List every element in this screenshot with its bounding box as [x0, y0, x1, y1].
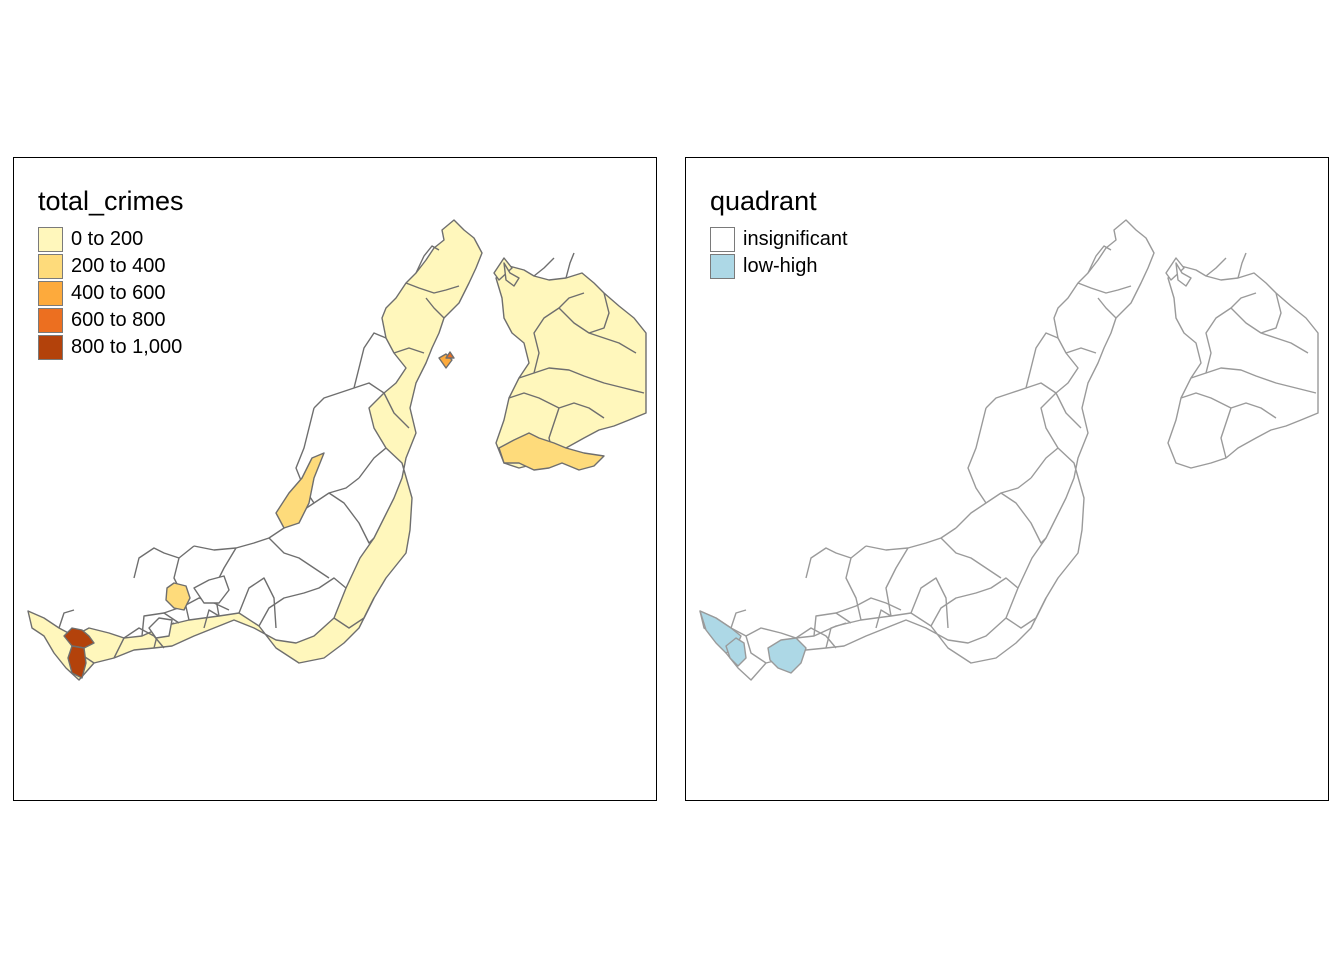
legend-item: low-high [710, 253, 848, 280]
region-200-400-east [275, 452, 325, 529]
legend-label: low-high [743, 255, 818, 277]
legend-item: 200 to 400 [38, 253, 184, 280]
legend-quadrant: quadrant insignificant low-high [710, 184, 848, 280]
choropleth-map-quadrant [699, 219, 1319, 681]
region-borneo-base [1167, 265, 1319, 469]
legend-label: 200 to 400 [71, 255, 166, 277]
region-peninsula-base [699, 219, 1155, 681]
legend-label: 0 to 200 [71, 228, 144, 250]
legend-swatch [710, 254, 735, 279]
legend-item: 600 to 800 [38, 307, 184, 334]
legend-title: total_crimes [38, 186, 184, 216]
region-600-800 [445, 351, 455, 359]
region-low-high-c [767, 637, 807, 674]
region-north-1 [1165, 257, 1185, 281]
region-200-400-borneo [498, 432, 605, 471]
region-800-1000-b [67, 645, 87, 679]
legend-label: 400 to 600 [71, 282, 166, 304]
legend-label: insignificant [743, 228, 848, 250]
legend-label: 800 to 1,000 [71, 336, 183, 358]
region-north-1 [493, 257, 513, 281]
legend-item: 800 to 1,000 [38, 334, 184, 361]
legend-swatch [38, 227, 63, 252]
legend-swatch [38, 281, 63, 306]
region-north-2 [1175, 262, 1192, 287]
region-north-2 [503, 262, 520, 287]
region-white-hole [193, 575, 230, 604]
legend-swatch [38, 254, 63, 279]
legend-label: 600 to 800 [71, 309, 166, 331]
map-panel-total-crimes: total_crimes 0 to 200 200 to 400 400 to … [13, 157, 657, 801]
choropleth-map-total-crimes [27, 219, 647, 681]
region-low-high-b [725, 637, 747, 667]
map-regions [699, 219, 1319, 681]
legend-swatch [38, 308, 63, 333]
map-regions [27, 219, 647, 681]
region-200-400-central [165, 582, 191, 611]
legend-title: quadrant [710, 186, 817, 216]
region-white-hole-2 [148, 617, 173, 639]
map-panel-quadrant: quadrant insignificant low-high [685, 157, 1329, 801]
legend-total-crimes: total_crimes 0 to 200 200 to 400 400 to … [38, 184, 184, 361]
legend-swatch [710, 227, 735, 252]
legend-item: 400 to 600 [38, 280, 184, 307]
legend-item: 0 to 200 [38, 226, 184, 253]
legend-swatch [38, 335, 63, 360]
region-peninsula-base [27, 219, 483, 681]
legend-item: insignificant [710, 226, 848, 253]
